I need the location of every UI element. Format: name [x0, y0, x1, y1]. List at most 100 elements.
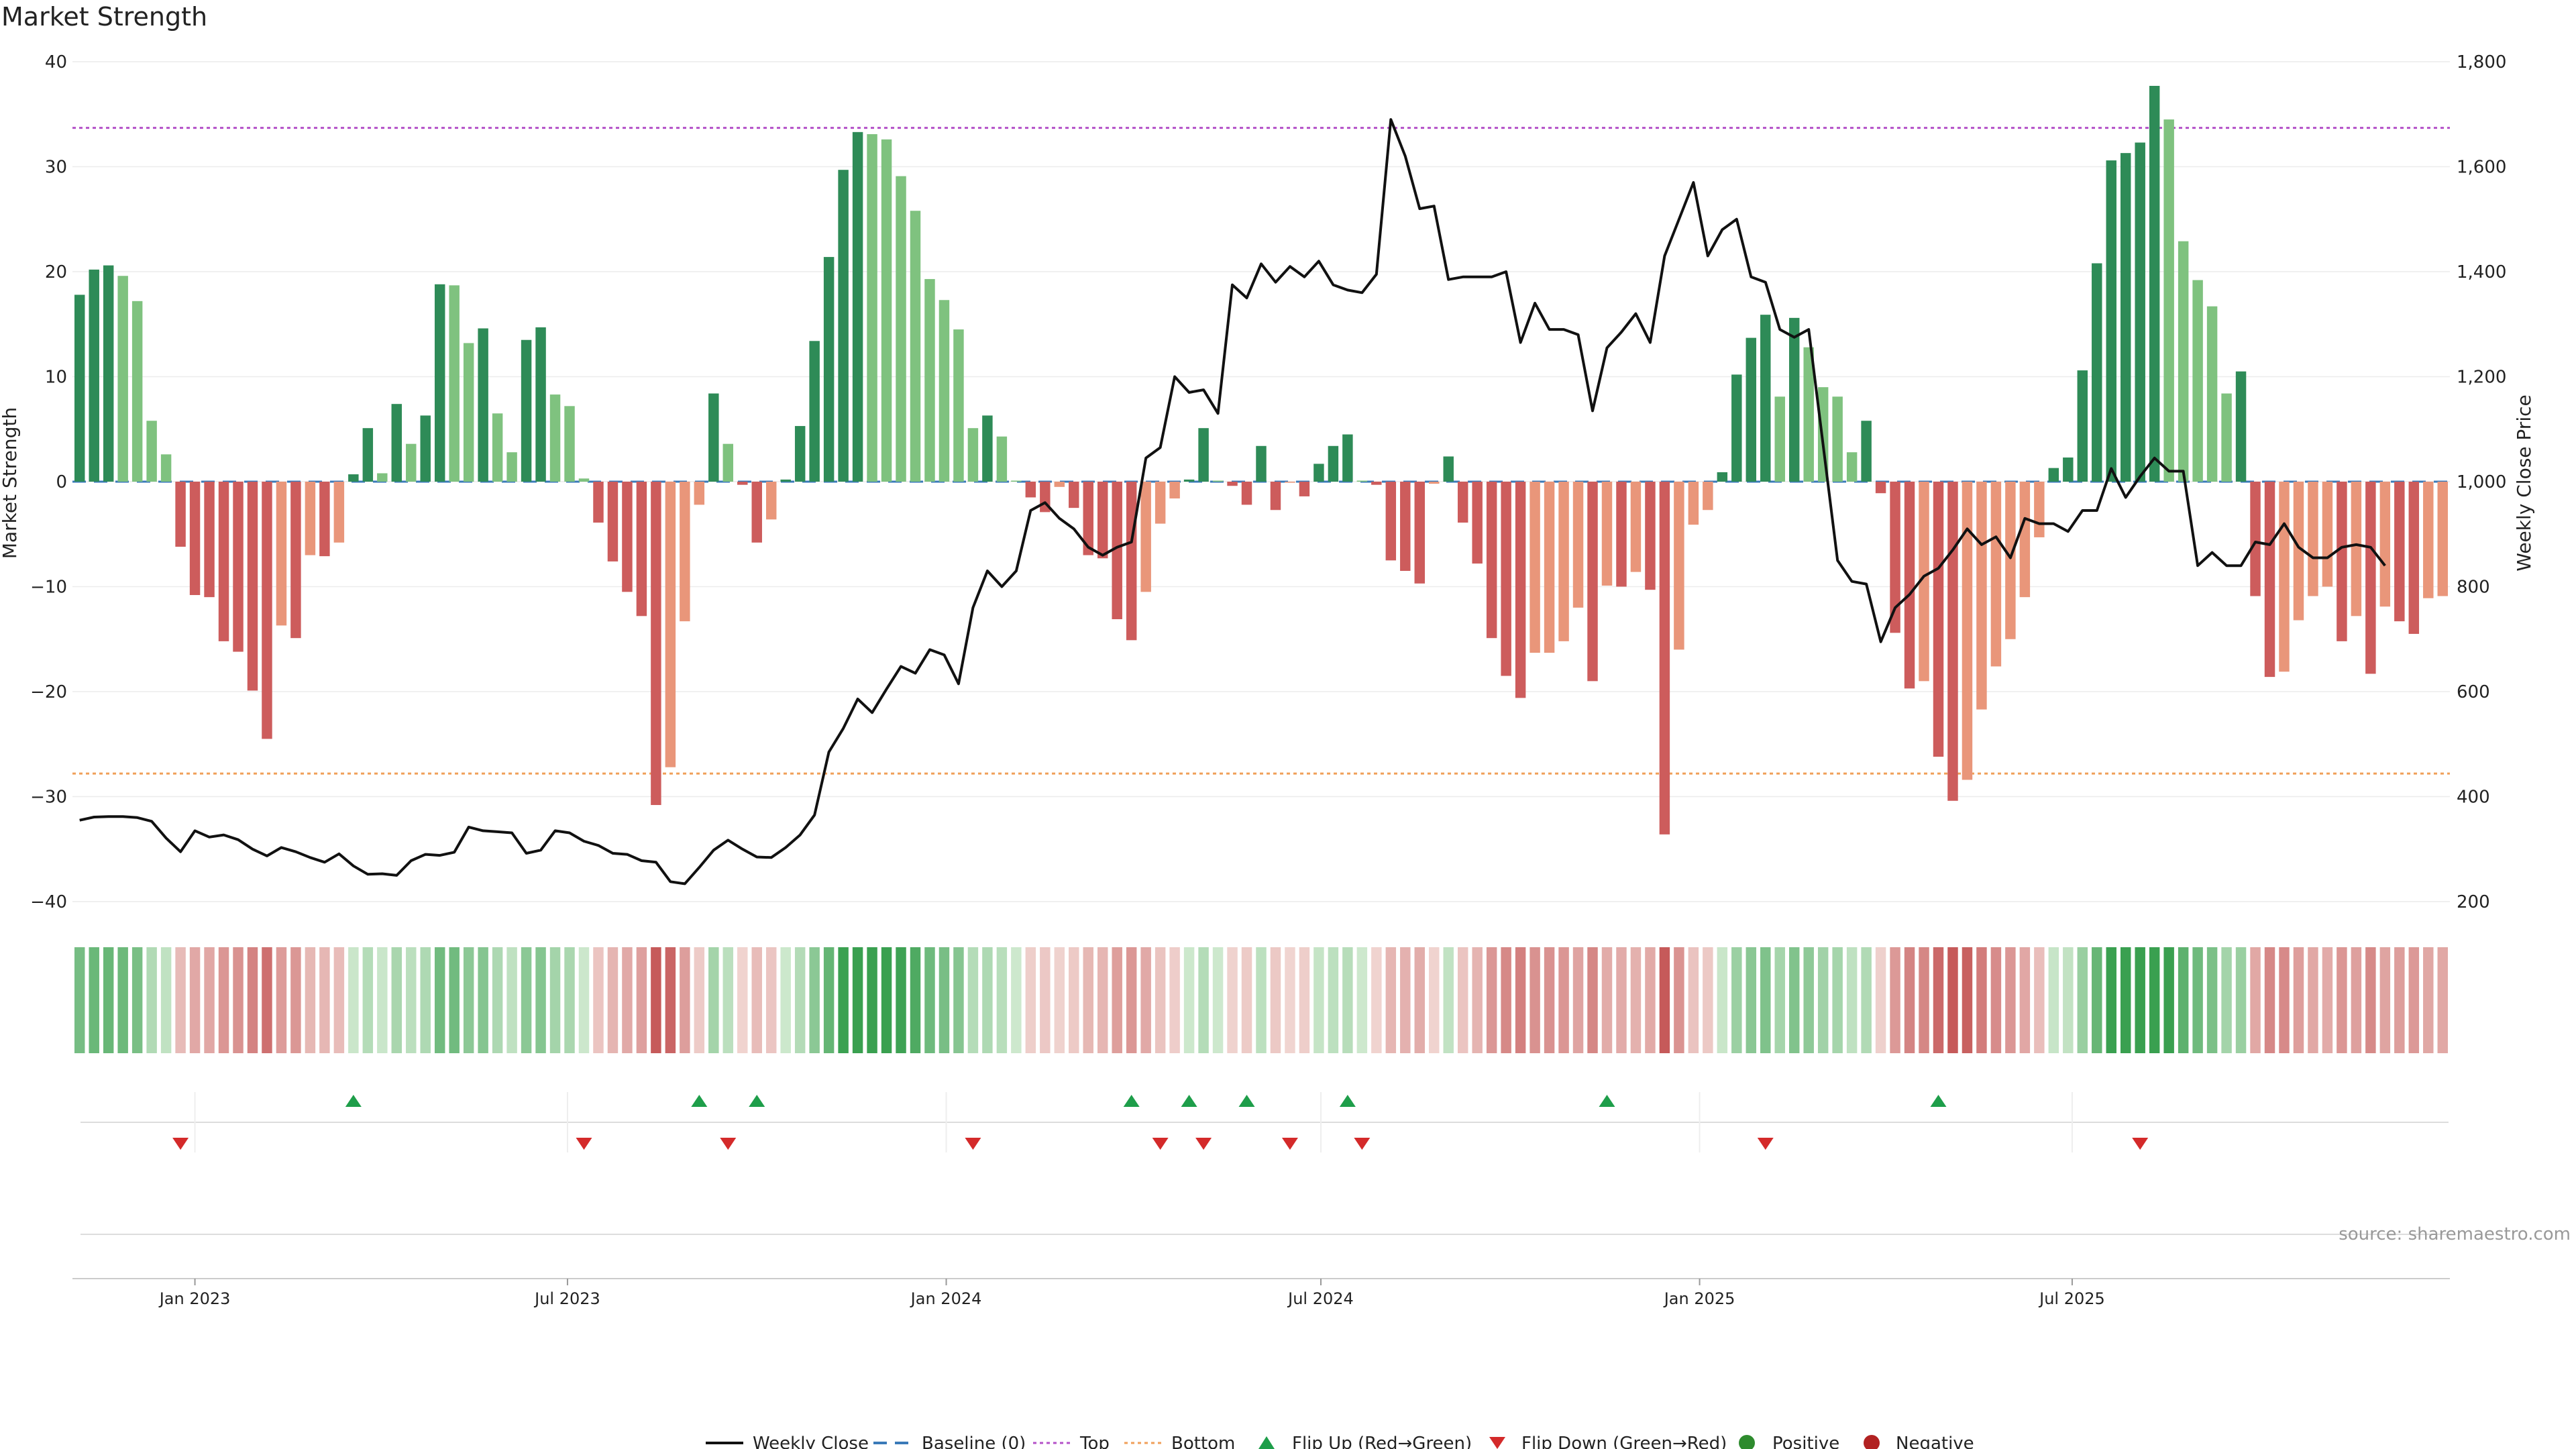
heat-cell [549, 947, 561, 1053]
heat-cell [391, 947, 402, 1053]
strength-bar [1429, 482, 1440, 484]
heat-cell [262, 947, 272, 1053]
strength-bar [1140, 482, 1151, 592]
heat-cell [2005, 947, 2016, 1053]
heat-cell [1515, 947, 1526, 1053]
heat-cell [74, 947, 85, 1053]
strength-bar [1169, 482, 1180, 499]
strength-bar [189, 482, 201, 596]
strength-bar [2322, 482, 2333, 587]
flip-down-marker [965, 1138, 981, 1150]
strength-bar [1962, 482, 1973, 780]
heat-cell [1356, 947, 1368, 1053]
strength-bar [636, 482, 647, 616]
strength-bar [103, 265, 114, 482]
strength-bar [953, 329, 964, 482]
strength-bar [2034, 482, 2045, 537]
legend-baseline: Baseline (0) [922, 1434, 1026, 1449]
heat-cell [2408, 947, 2420, 1053]
strength-bar [1371, 482, 1382, 485]
strength-bar [160, 454, 172, 482]
heat-cell [564, 947, 575, 1053]
strength-bar [1674, 482, 1684, 650]
strength-bar [2077, 370, 2088, 482]
heat-cell [218, 947, 229, 1053]
heat-cell [319, 947, 330, 1053]
strength-bar [896, 176, 906, 482]
y2-axis-ticks: 1,800 1,600 1,400 1,200 1,000 800 600 400 200 [2457, 52, 2506, 912]
heat-cell [233, 947, 244, 1053]
strength-bar [1328, 445, 1339, 482]
heat-cell [492, 947, 503, 1053]
strength-bar [204, 482, 215, 598]
source-note: source: sharemaestro.com [2339, 1224, 2571, 1244]
heat-cell [2423, 947, 2434, 1053]
heat-cell [765, 947, 777, 1053]
strength-bar [1630, 482, 1642, 572]
heat-cell [2077, 947, 2088, 1053]
heat-cell [434, 947, 445, 1053]
heat-cell [478, 947, 488, 1053]
heat-cell [2034, 947, 2045, 1053]
legend-weekly-close: Weekly Close [753, 1434, 869, 1449]
strength-bar [2264, 482, 2275, 678]
strength-bar [2163, 119, 2174, 482]
strength-bar [506, 452, 517, 482]
heat-cell [146, 947, 157, 1053]
heat-cell [967, 947, 979, 1053]
heat-cell [1011, 947, 1022, 1053]
heat-cell [593, 947, 604, 1053]
heat-cell [406, 947, 417, 1053]
heat-cell [1703, 947, 1713, 1053]
x-tick-label: Jul 2024 [1287, 1289, 1354, 1308]
strength-bar [737, 482, 748, 485]
heat-cell [1198, 947, 1209, 1053]
strength-bar [233, 482, 244, 652]
strength-bar [2192, 280, 2203, 482]
strength-bar [1587, 482, 1598, 682]
heat-cell [1457, 947, 1468, 1053]
legend-flip-up: Flip Up (Red→Green) [1292, 1434, 1472, 1449]
legend-bottom: Bottom [1171, 1434, 1235, 1449]
strength-bar [117, 276, 128, 482]
strength-bar [938, 300, 950, 482]
y-tick-label: −30 [30, 788, 67, 808]
strength-bar [2308, 482, 2318, 596]
flip-down-marker [1354, 1138, 1371, 1150]
strength-bar [765, 482, 777, 520]
strength-bar [2120, 153, 2131, 482]
strength-bar [319, 482, 330, 557]
strength-bar [694, 482, 705, 505]
heat-cell [622, 947, 633, 1053]
heat-cell [131, 947, 143, 1053]
heat-cell [1083, 947, 1093, 1053]
heat-cell [1717, 947, 1728, 1053]
strength-bar [852, 131, 863, 482]
strength-bar [665, 482, 676, 767]
strength-bar [1054, 482, 1065, 487]
flip-up-marker [1930, 1095, 1947, 1107]
legend-positive-icon [1739, 1435, 1755, 1449]
strength-bar [794, 426, 806, 482]
heat-cell [1529, 947, 1540, 1053]
heat-cell [1803, 947, 1814, 1053]
heat-cell [694, 947, 705, 1053]
strength-bar [2250, 482, 2261, 596]
strength-bar [881, 139, 892, 482]
strength-bar [1572, 482, 1584, 608]
strength-bar [910, 211, 921, 482]
heat-cell [1155, 947, 1166, 1053]
strength-bar [2106, 160, 2116, 482]
strength-bar [1919, 482, 1929, 682]
y2-tick-label: 1,400 [2457, 262, 2506, 282]
heat-cell [103, 947, 114, 1053]
flip-down-marker [1195, 1138, 1212, 1150]
strength-bar [1688, 482, 1699, 525]
legend-negative: Negative [1896, 1434, 1974, 1449]
heat-cell [2394, 947, 2405, 1053]
flip-down-marker [1152, 1138, 1169, 1150]
heat-cell [1169, 947, 1180, 1053]
strength-bar [1774, 396, 1785, 482]
strength-bar [2019, 482, 2031, 598]
strength-bar [2437, 482, 2448, 596]
